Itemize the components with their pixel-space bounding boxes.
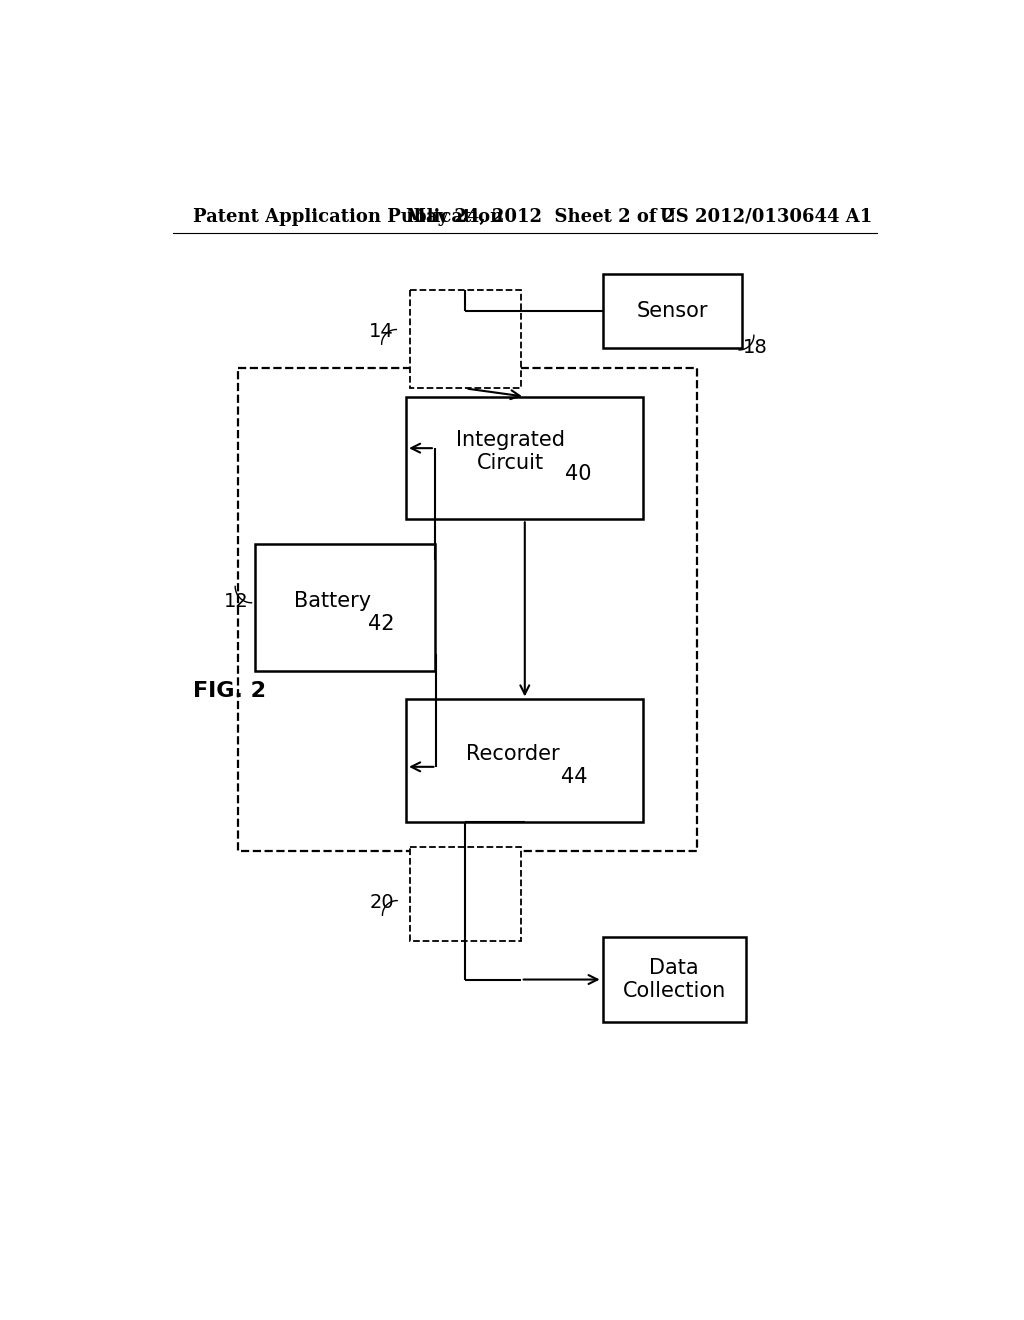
Bar [411, 846, 521, 941]
Text: 20: 20 [370, 892, 394, 912]
Bar [602, 937, 745, 1023]
Text: FIG. 2: FIG. 2 [194, 681, 266, 701]
Text: Data
Collection: Data Collection [623, 958, 726, 1001]
Text: Recorder: Recorder [466, 744, 559, 764]
Bar [407, 396, 643, 519]
Text: 14: 14 [369, 322, 394, 341]
Text: US 2012/0130644 A1: US 2012/0130644 A1 [660, 207, 872, 226]
Text: Battery: Battery [294, 591, 371, 611]
Bar [411, 290, 521, 388]
Text: 42: 42 [369, 614, 395, 634]
Text: May 24, 2012  Sheet 2 of 2: May 24, 2012 Sheet 2 of 2 [407, 207, 676, 226]
Bar [407, 700, 643, 822]
Text: Integrated
Circuit: Integrated Circuit [456, 430, 564, 473]
Text: 18: 18 [743, 338, 768, 356]
Text: 12: 12 [224, 591, 249, 611]
Text: 40: 40 [564, 465, 591, 484]
Bar [239, 368, 696, 850]
Bar [255, 544, 435, 671]
Text: Patent Application Publication: Patent Application Publication [194, 207, 504, 226]
Text: 44: 44 [560, 767, 587, 787]
Text: Sensor: Sensor [636, 301, 708, 321]
Bar [602, 273, 741, 347]
